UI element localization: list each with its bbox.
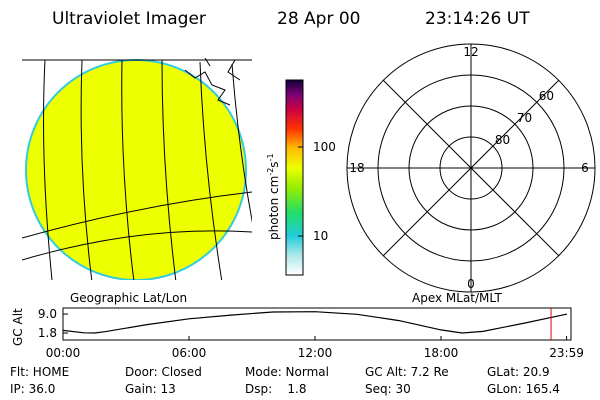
polar-label: Apex MLat/MLT (412, 291, 502, 305)
globe-image (22, 58, 252, 280)
lat-label: 70 (517, 111, 532, 125)
date: 28 Apr 00 (277, 9, 360, 29)
lat-ring (439, 136, 503, 200)
info-text: IP: 36.0 (10, 382, 55, 396)
x-tick-label: 12:00 (298, 346, 333, 360)
label-part: photon cm (267, 176, 281, 240)
info-text: GLat: 20.9 (487, 365, 550, 379)
lat-label: 60 (539, 89, 554, 103)
label-part: s (267, 161, 281, 167)
info-text: Door: Closed (125, 365, 202, 379)
info-text: Flt: HOME (10, 365, 69, 379)
info-text: Seq: 30 (365, 382, 411, 396)
mlt-label: 12 (463, 45, 478, 59)
time: 23:14:26 UT (425, 9, 530, 29)
colorbar-tick-label: 100 (313, 140, 336, 154)
mlt-label: 0 (467, 277, 475, 291)
info-text: Dsp: 1.8 (245, 382, 307, 396)
alt-ylabel: GC Alt (11, 308, 25, 346)
colorbar (285, 79, 304, 276)
lat-ring (377, 74, 565, 262)
info-text: GC Alt: 7.2 Re (365, 365, 449, 379)
title: Ultraviolet Imager (52, 9, 206, 29)
altitude-line (62, 311, 568, 334)
alt-plot-frame (62, 307, 572, 341)
info-text: Gain: 13 (125, 382, 176, 396)
colorbar-tick-label: 10 (313, 229, 328, 243)
y-tick-label: 1.8 (38, 326, 57, 340)
mlt-label: 6 (581, 161, 589, 175)
x-tick-label: 18:00 (424, 346, 459, 360)
x-tick-label: 23:59 (549, 346, 584, 360)
y-tick-label: 9.0 (38, 307, 57, 321)
lat-label: 80 (495, 133, 510, 147)
x-tick-label: 00:00 (46, 346, 81, 360)
image-label: Geographic Lat/Lon (70, 291, 187, 305)
info-text: Mode: Normal (245, 365, 329, 379)
mlt-label: 18 (349, 161, 364, 175)
polar-grid (346, 43, 596, 293)
label-part: -2 (266, 168, 275, 176)
colorbar-label: photon cm-2s-1 (266, 153, 281, 240)
info-text: GLon: 165.4 (487, 382, 560, 396)
x-tick-label: 06:00 (172, 346, 207, 360)
label-part: -1 (266, 153, 275, 161)
lat-ring (408, 105, 534, 231)
